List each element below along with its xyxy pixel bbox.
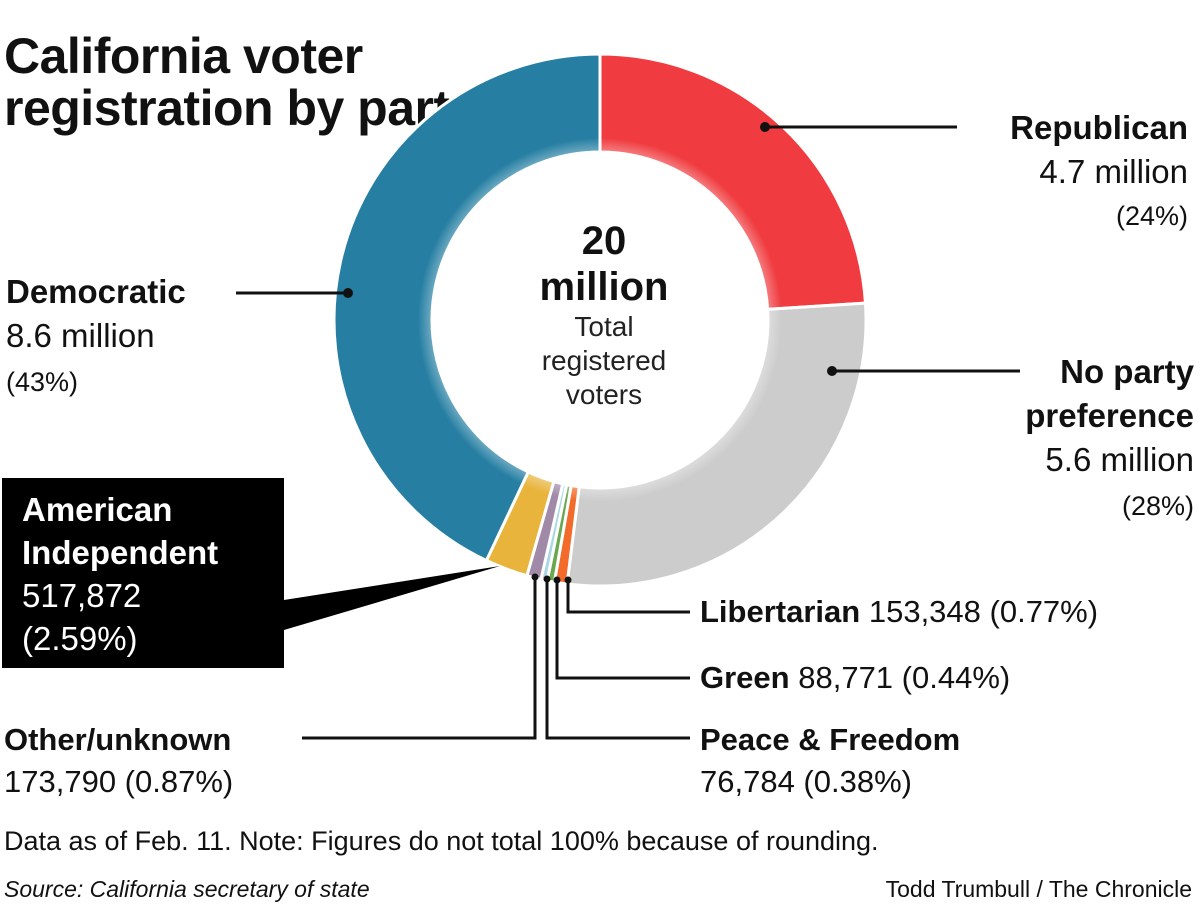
other-value: 173,790 (0.87%) xyxy=(4,764,234,799)
ai-value: 517,872 xyxy=(22,577,142,614)
source-line: Source: California secretary of state xyxy=(4,876,370,902)
republican-value: 4.7 million xyxy=(1039,153,1188,190)
center-unit: million xyxy=(539,265,669,309)
no-party-pct: (28%) xyxy=(1121,491,1194,521)
ai-name-1: American xyxy=(22,491,173,528)
leader-dot-other xyxy=(531,573,539,581)
peace-freedom-name: Peace & Freedom xyxy=(700,722,961,757)
leader-dot-green xyxy=(553,576,561,584)
label-american-independent: American Independent 517,872 (2.59%) xyxy=(2,478,284,668)
no-party-name-2: preference xyxy=(1025,397,1194,434)
label-libertarian: Libertarian 153,348 (0.77%) xyxy=(700,592,1098,632)
label-no-party: No party preference 5.6 million (28%) xyxy=(1025,350,1194,526)
center-total: 20 million Total registered voters xyxy=(500,218,708,412)
leader-dot-no-party xyxy=(827,366,837,376)
center-caption-3: voters xyxy=(565,379,643,410)
libertarian-name: Libertarian xyxy=(700,594,861,629)
libertarian-value: 153,348 (0.77%) xyxy=(868,594,1099,629)
republican-name: Republican xyxy=(1010,109,1188,146)
leader-line-peace-freedom xyxy=(545,580,690,740)
democratic-value: 8.6 million xyxy=(6,317,155,354)
democratic-pct: (43%) xyxy=(6,367,79,397)
leader-dot-peace-freedom xyxy=(543,575,551,583)
republican-pct: (24%) xyxy=(1115,201,1188,231)
leader-dot-libertarian xyxy=(564,576,572,584)
chart-title: California voter registration by party xyxy=(4,28,477,136)
center-caption-2: registered xyxy=(541,345,667,376)
credit-line: Todd Trumbull / The Chronicle xyxy=(885,876,1192,902)
label-green: Green 88,771 (0.44%) xyxy=(700,658,1010,698)
green-value: 88,771 (0.44%) xyxy=(798,660,1011,695)
label-republican: Republican 4.7 million (24%) xyxy=(1010,106,1188,236)
ai-name-2: Independent xyxy=(22,534,219,571)
ai-pct: (2.59%) xyxy=(22,620,138,657)
other-name: Other/unknown xyxy=(4,722,232,757)
label-democratic: Democratic 8.6 million (43%) xyxy=(6,270,186,402)
footnote: Data as of Feb. 11. Note: Figures do not… xyxy=(4,826,879,856)
no-party-name-1: No party xyxy=(1060,353,1194,390)
no-party-value: 5.6 million xyxy=(1045,441,1194,478)
center-caption-1: Total xyxy=(574,311,634,342)
american-independent-pointer xyxy=(284,566,500,630)
donut-hole xyxy=(418,138,782,502)
label-peace-freedom: Peace & Freedom 76,784 (0.38%) xyxy=(700,718,960,802)
leader-line-other xyxy=(302,578,537,740)
leader-dot-democratic xyxy=(343,288,353,298)
label-other: Other/unknown 173,790 (0.87%) xyxy=(4,718,233,802)
peace-freedom-value: 76,784 (0.38%) xyxy=(700,764,912,799)
leader-line-libertarian xyxy=(566,580,690,614)
green-name: Green xyxy=(700,660,790,695)
leader-line-green xyxy=(555,580,690,680)
center-number: 20 xyxy=(581,219,627,263)
leader-dot-republican xyxy=(760,122,770,132)
democratic-name: Democratic xyxy=(6,273,186,310)
